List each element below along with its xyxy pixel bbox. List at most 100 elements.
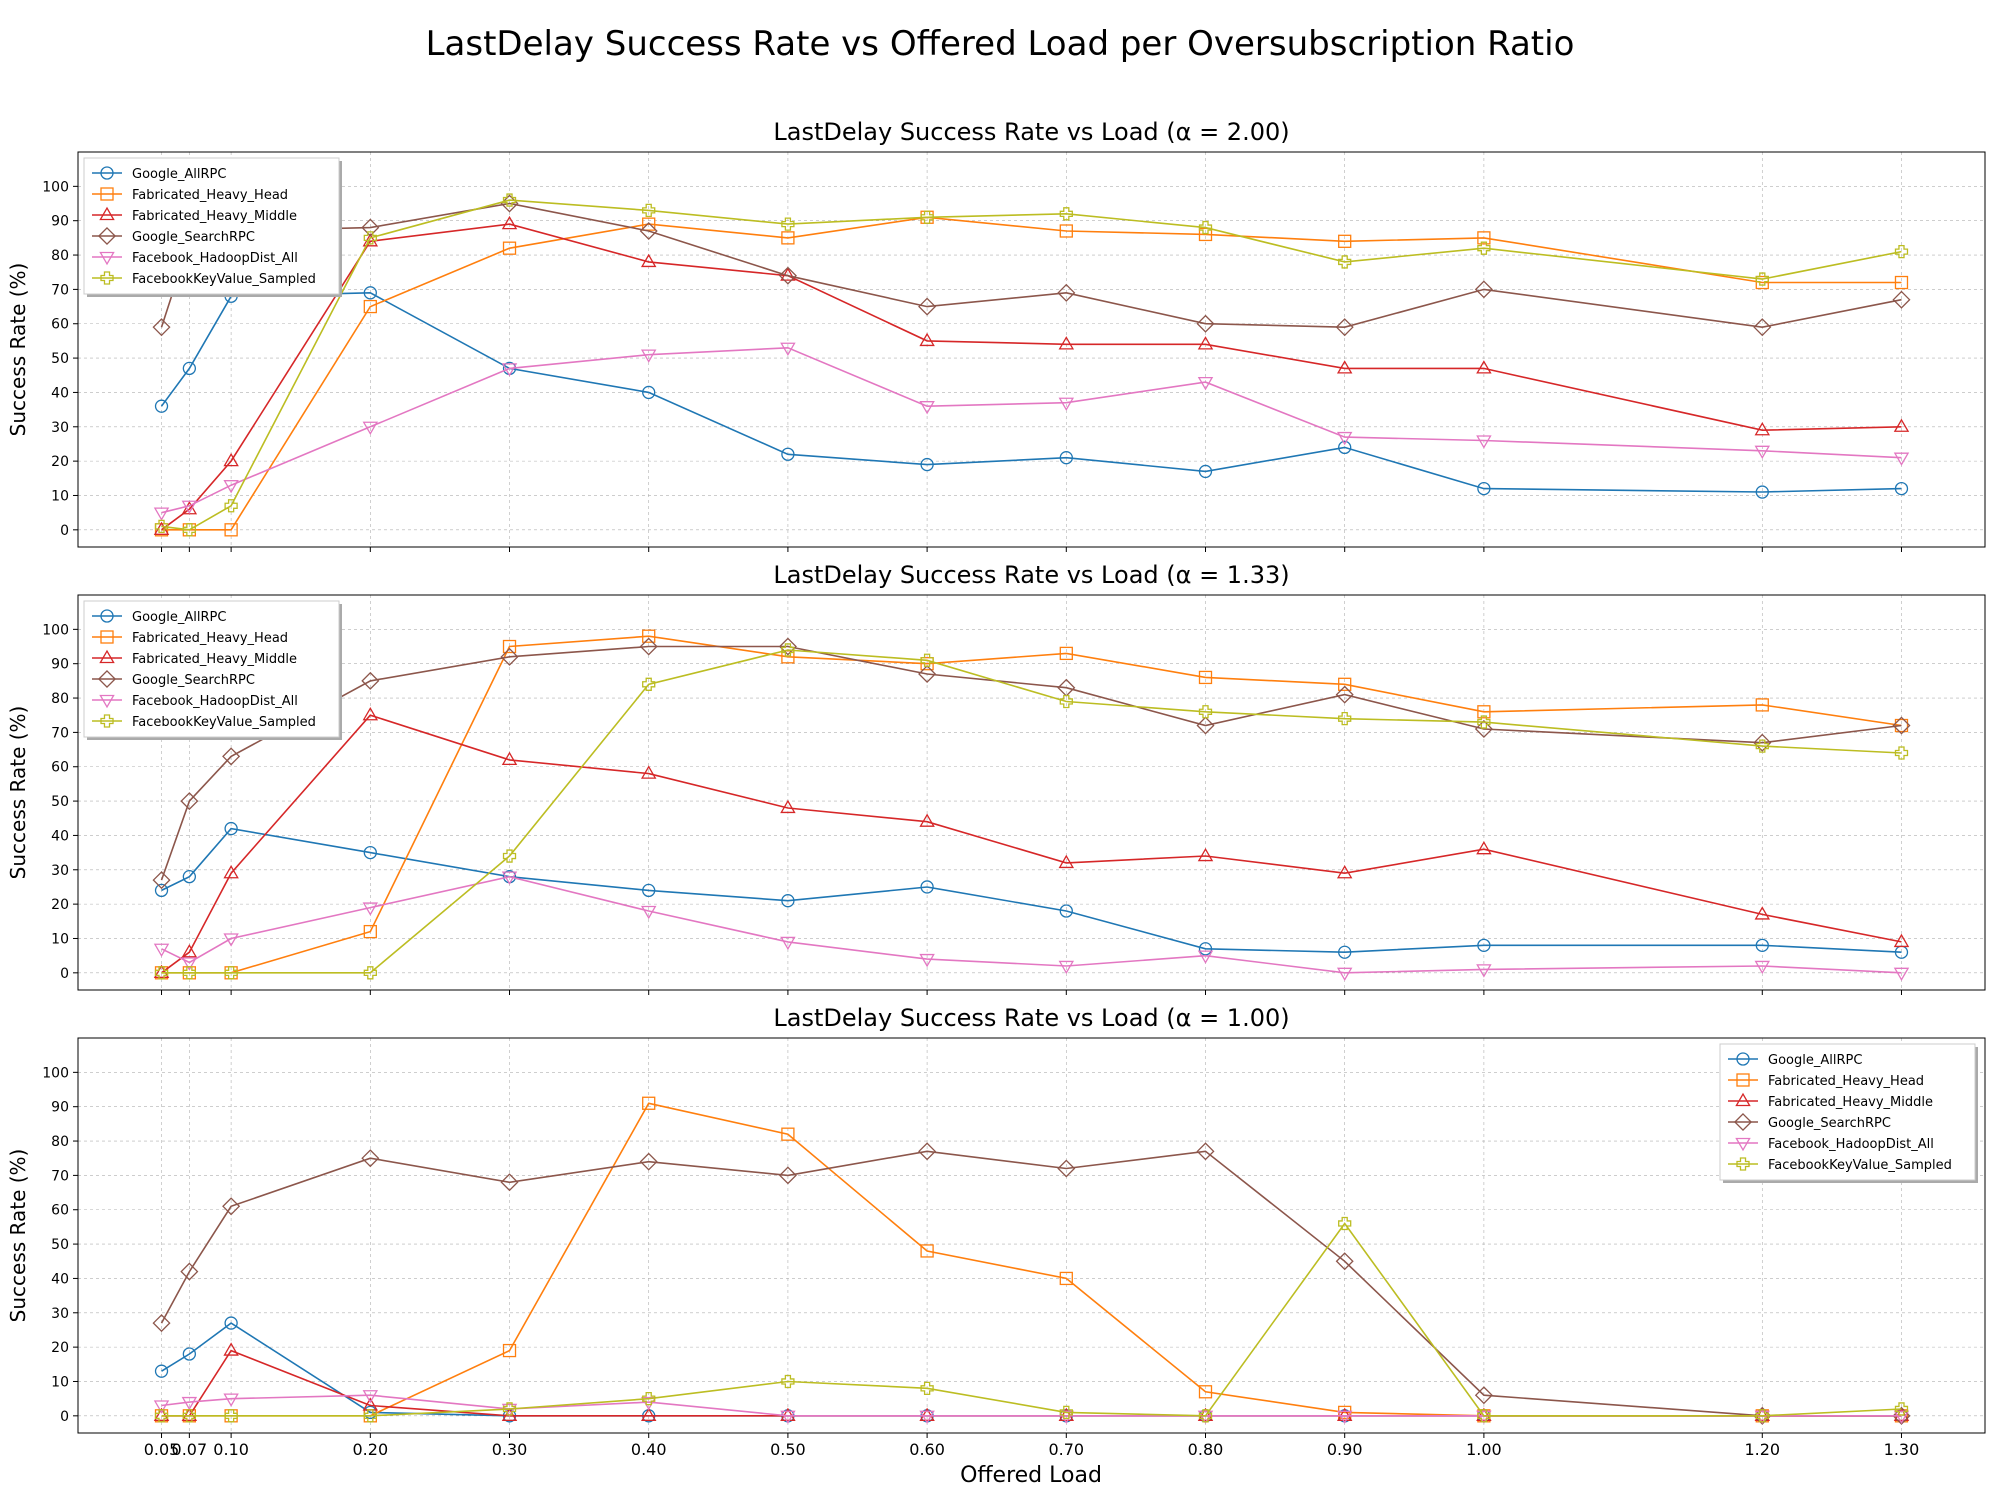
series-line	[161, 223, 1902, 531]
data-point	[1755, 275, 1769, 290]
y-tick-label: 60	[51, 760, 69, 776]
axes-frame	[77, 594, 1986, 991]
x-tick-label: 0.10	[213, 1440, 249, 1459]
data-point	[919, 1410, 935, 1425]
y-tick-label: 20	[51, 454, 69, 470]
data-point	[1198, 705, 1213, 719]
x-tick-label: 0.70	[1048, 1440, 1084, 1459]
y-tick-label: 90	[51, 1100, 69, 1116]
data-point	[1754, 1407, 1771, 1421]
legend-entry: Google_SearchRPC	[92, 226, 255, 246]
data-point	[502, 639, 517, 654]
subplot-title: LastDelay Success Rate vs Load (α = 2.00…	[773, 118, 1289, 146]
series-line	[161, 635, 1902, 974]
legend-label: Facebook_HadoopDist_All	[1768, 1137, 1934, 1152]
data-point	[363, 231, 377, 245]
data-point	[1476, 1410, 1492, 1425]
data-point	[920, 880, 934, 894]
data-point	[180, 1262, 199, 1281]
data-point	[1198, 942, 1213, 956]
series-line	[161, 1322, 1902, 1417]
data-point	[223, 480, 239, 494]
y-tick-label: 10	[51, 488, 69, 504]
data-point	[1893, 1407, 1910, 1421]
data-point	[1893, 418, 1910, 432]
x-tick-label: 0.90	[1327, 1440, 1363, 1459]
y-tick-label: 10	[51, 1374, 69, 1390]
data-point	[918, 297, 937, 316]
data-point	[1894, 244, 1909, 259]
data-point	[180, 792, 199, 811]
series-line	[161, 714, 1902, 974]
legend: Google_AllRPC Fabricated_Heavy_Head Fabric…	[83, 600, 342, 740]
data-point	[1338, 677, 1352, 691]
data-point	[1754, 960, 1771, 975]
legend-entry: Google_SearchRPC	[92, 669, 255, 689]
data-point	[182, 966, 197, 980]
subplot-1: LastDelay Success Rate vs Load (α = 2.00…	[6, 118, 1986, 552]
data-point	[363, 1409, 377, 1423]
data-point	[1338, 234, 1352, 248]
legend-label: Google_AllRPC	[132, 610, 226, 625]
data-point	[1197, 1407, 1214, 1421]
data-point	[1338, 255, 1352, 269]
data-point	[640, 905, 657, 920]
legend-marker	[97, 226, 117, 246]
legend-label: FacebookKeyValue_Sampled	[132, 272, 316, 287]
data-point	[1477, 1409, 1491, 1423]
data-point	[224, 821, 238, 836]
data-point	[1754, 906, 1771, 920]
y-tick-label: 0	[60, 1409, 69, 1425]
data-point	[1753, 318, 1772, 337]
series-Google_SearchRPC	[152, 194, 1911, 337]
data-point	[781, 1127, 795, 1141]
legend-marker	[100, 187, 114, 201]
data-point	[781, 447, 795, 461]
y-tick-label: 40	[51, 1271, 69, 1287]
x-tick-label: 0.07	[172, 1440, 208, 1459]
data-point	[1892, 290, 1911, 309]
data-point	[501, 1407, 518, 1421]
data-point	[1197, 376, 1214, 391]
data-point	[1477, 715, 1491, 729]
data-point	[362, 902, 379, 916]
data-point	[919, 953, 935, 968]
legend-marker	[1733, 1112, 1753, 1132]
legend-entry: Facebook_HadoopDist_All	[92, 694, 298, 709]
data-point	[1753, 733, 1772, 752]
legend-label: Fabricated_Heavy_Head	[132, 631, 288, 646]
legend-label: Google_SearchRPC	[132, 230, 255, 245]
data-point	[1197, 1410, 1214, 1425]
data-point	[1474, 719, 1493, 738]
y-tick-label: 30	[51, 1306, 69, 1322]
y-tick-label: 20	[51, 897, 69, 913]
data-point	[153, 964, 170, 978]
legend-marker	[97, 669, 117, 689]
data-point	[152, 871, 171, 890]
data-point	[153, 1407, 170, 1421]
subplots: LastDelay Success Rate vs Load (α = 2.00…	[6, 118, 1986, 1459]
legend-label: FacebookKeyValue_Sampled	[132, 715, 316, 730]
legend-entry: Fabricated_Heavy_Head	[1728, 1073, 1924, 1089]
data-point	[154, 399, 169, 413]
data-point	[1058, 1410, 1075, 1425]
legend-entry: Fabricated_Heavy_Head	[92, 630, 288, 646]
data-point	[918, 664, 937, 684]
series-FacebookKeyValue_Sampled	[154, 643, 1909, 980]
data-point	[1335, 318, 1354, 337]
data-point	[920, 457, 934, 472]
legend-label: Google_AllRPC	[1768, 1053, 1862, 1068]
legend-entry: Facebook_HadoopDist_All	[92, 251, 298, 266]
data-point	[1755, 938, 1769, 952]
data-point	[1336, 1410, 1353, 1425]
legend-entry: Fabricated_Heavy_Middle	[92, 206, 297, 224]
legend-entry: Google_SearchRPC	[1728, 1112, 1891, 1132]
x-tick-label: 0.40	[631, 1440, 667, 1459]
data-point	[642, 385, 656, 400]
series-line	[160, 645, 1902, 881]
data-point	[1057, 283, 1076, 302]
data-point	[501, 871, 518, 885]
data-point	[1476, 964, 1492, 978]
y-tick-label: 60	[51, 1203, 69, 1219]
